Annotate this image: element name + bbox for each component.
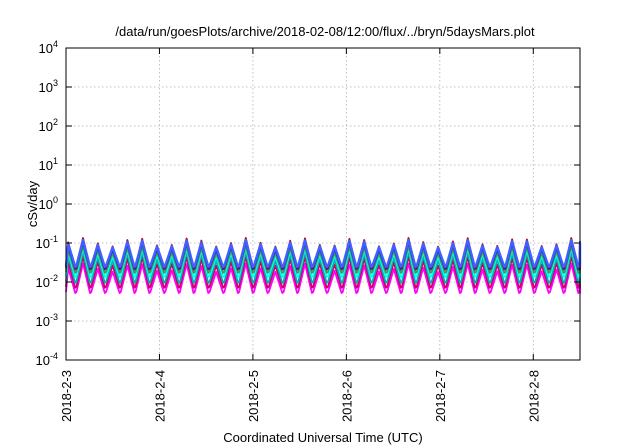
series-line <box>65 255 581 289</box>
y-tick-label: 10-2 <box>36 273 58 290</box>
grid <box>66 48 580 360</box>
chart-title: /data/run/goesPlots/archive/2018-02-08/1… <box>115 24 535 39</box>
y-axis-label: cSv/day <box>25 180 40 227</box>
y-tick-label: 101 <box>39 156 58 173</box>
y-tick-label: 100 <box>39 195 58 212</box>
x-axis-label: Coordinated Universal Time (UTC) <box>223 430 422 445</box>
y-axis: 10-4 10-3 10-2 10-1 100 101 102 103 104 <box>36 39 580 368</box>
x-tick-label: 2018-2-6 <box>339 370 354 422</box>
y-tick-label: 102 <box>39 117 58 134</box>
x-tick-label: 2018-2-5 <box>246 370 261 422</box>
y-tick-label: 10-1 <box>36 234 58 251</box>
y-tick-label: 10-3 <box>36 312 58 329</box>
x-tick-label: 2018-2-7 <box>433 370 448 422</box>
y-tick-label: 10-4 <box>36 351 58 368</box>
series-group <box>64 236 582 294</box>
x-tick-label: 2018-2-4 <box>152 370 167 422</box>
series-line <box>64 238 582 268</box>
y-tick-label: 103 <box>39 78 58 95</box>
series-line <box>65 250 581 284</box>
x-tick-label: 2018-2-3 <box>59 370 74 422</box>
x-tick-label: 2018-2-8 <box>526 370 541 422</box>
series-line <box>65 262 581 294</box>
series-line <box>65 244 581 274</box>
y-tick-label: 104 <box>39 39 58 56</box>
x-axis: 2018-2-3 2018-2-4 2018-2-5 2018-2-6 2018-2-7… <box>59 48 541 422</box>
